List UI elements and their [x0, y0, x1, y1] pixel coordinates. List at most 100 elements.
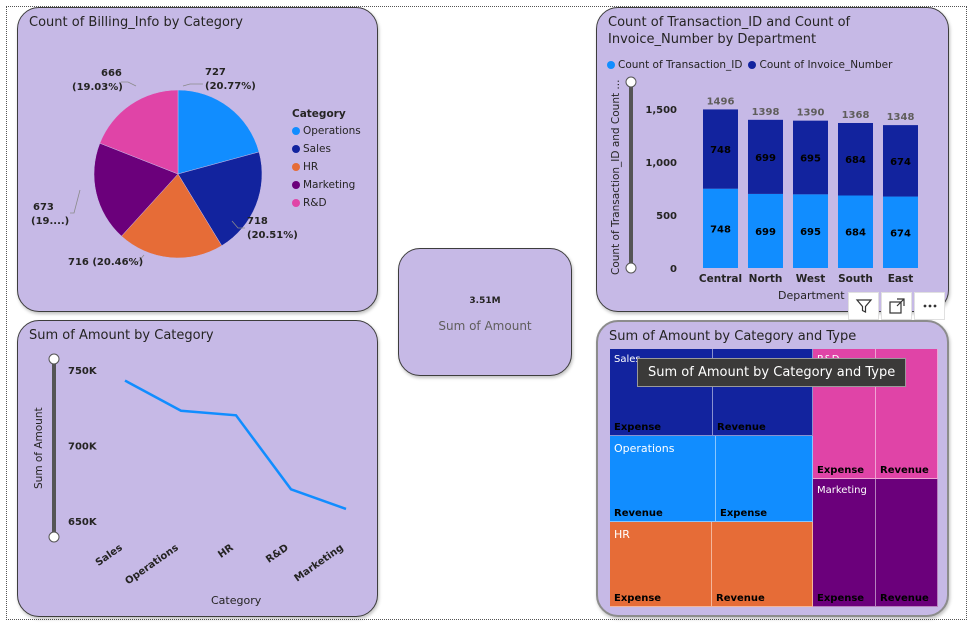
pie-slice-marketing[interactable] — [93, 142, 179, 237]
line-y-slider-handle-bottom[interactable] — [48, 531, 60, 543]
legend-marker — [607, 61, 615, 69]
bar-segment-transaction-id-east[interactable] — [883, 196, 918, 268]
treemap-cell-hr-expense[interactable]: HR Expense — [610, 522, 712, 607]
bar-data-label: 748 — [710, 145, 731, 156]
treemap-label: Revenue — [716, 593, 765, 604]
pie-slice-hr[interactable] — [121, 173, 223, 259]
kpi-card[interactable]: 3.51M Sum of Amount — [398, 248, 572, 376]
pie-legend-item-marketing[interactable]: Marketing — [292, 179, 361, 191]
legend-marker — [292, 199, 300, 207]
bar-legend-item-count-of-transaction-id[interactable]: Count of Transaction_ID — [607, 59, 742, 71]
pie-legend-item-operations[interactable]: Operations — [292, 125, 361, 137]
bar-x-axis-title: Department — [778, 289, 845, 302]
bar-segment-invoice-number-south[interactable] — [838, 122, 873, 196]
pie-label-rd-value: 666 — [101, 68, 122, 79]
bar-segment-invoice-number-central[interactable] — [703, 109, 738, 189]
line-y-tick-label: 700K — [68, 442, 98, 453]
bar-data-label: 684 — [845, 228, 866, 239]
bar-segment-transaction-id-north[interactable] — [748, 193, 783, 268]
bar-segment-invoice-number-north[interactable] — [748, 119, 783, 194]
bar-data-label: 699 — [755, 227, 776, 238]
pie-label-marketing-pct: (19....) — [31, 216, 69, 227]
treemap-label: Revenue — [717, 422, 766, 433]
pie-slice-operations[interactable] — [177, 89, 260, 175]
line-chart-title: Sum of Amount by Category — [29, 328, 214, 343]
filter-icon[interactable] — [848, 292, 879, 320]
bar-x-tick-central: Central — [699, 273, 742, 285]
line-x-tick-marketing: Marketing — [292, 542, 345, 584]
treemap-label: Expense — [614, 422, 662, 433]
bar-data-label: 684 — [845, 155, 866, 166]
focus-mode-icon[interactable] — [881, 292, 912, 320]
bar-segment-invoice-number-west[interactable] — [793, 120, 828, 195]
pie-slice-r-d[interactable] — [99, 89, 179, 175]
bar-segment-transaction-id-central[interactable] — [703, 188, 738, 268]
pie-legend-item-sales[interactable]: Sales — [292, 143, 361, 155]
bar-legend: Count of Transaction_ID Count of Invoice_… — [607, 59, 892, 71]
pie-label-hr: 716 (20.46%) — [68, 257, 143, 268]
treemap: Sales Expense Revenue Operations Revenue… — [610, 349, 938, 607]
pie-legend-item-hr[interactable]: HR — [292, 161, 361, 173]
treemap-label: Revenue — [880, 465, 929, 476]
bar-x-tick-west: West — [796, 273, 826, 285]
treemap-cell-marketing-expense[interactable]: Marketing Expense — [813, 479, 876, 607]
pie-label-operations-value: 727 — [205, 67, 226, 78]
legend-label: Sales — [303, 143, 331, 155]
treemap-label: Expense — [817, 465, 865, 476]
line-y-slider-handle-top[interactable] — [48, 353, 60, 365]
treemap-card[interactable]: Sum of Amount by Category and Type Sales… — [596, 320, 949, 617]
bar-data-label: 748 — [710, 224, 731, 235]
legend-marker — [292, 145, 300, 153]
kpi-value: 3.51M — [469, 296, 501, 306]
pie-chart-card[interactable]: Count of Billing_Info by Category 727 (2… — [17, 7, 378, 312]
treemap-cell-hr-revenue[interactable]: Revenue — [712, 522, 813, 607]
more-options-icon[interactable] — [914, 292, 945, 320]
line-x-tick-sales: Sales — [94, 542, 125, 568]
treemap-group-label-marketing: Marketing — [817, 485, 867, 496]
bar-total-label: 1398 — [752, 107, 780, 118]
bar-legend-item-count-of-invoice-number[interactable]: Count of Invoice_Number — [748, 59, 892, 71]
line-x-tick-r-d: R&D — [264, 542, 291, 565]
bar-total-label: 1390 — [797, 108, 825, 119]
pie-legend-item-r-d[interactable]: R&D — [292, 197, 361, 209]
bar-y-slider-handle-top[interactable] — [625, 76, 637, 88]
pie-chart-title: Count of Billing_Info by Category — [29, 15, 243, 30]
bar-total-label: 1496 — [707, 96, 735, 107]
pie-leader-lines — [70, 81, 245, 263]
legend-label: Operations — [303, 125, 361, 137]
bar-y-slider-handle-bottom[interactable] — [625, 262, 637, 274]
pie-legend: Category Operations Sales HR Marketing R&D — [292, 108, 361, 215]
line-x-tick-hr: HR — [216, 542, 236, 560]
line-chart-card[interactable]: Sum of Amount by Category Sum of Amount … — [17, 320, 378, 617]
bar-x-tick-south: South — [838, 273, 873, 285]
bar-data-label: 695 — [800, 227, 821, 238]
treemap-cell-operations-revenue[interactable]: Operations Revenue — [610, 436, 716, 522]
bar-segment-transaction-id-west[interactable] — [793, 194, 828, 268]
pie-chart: 727 (20.77%) 718 (20.51%) 716 (20.46%) 6… — [31, 67, 298, 268]
bar-y-tick-label: 1,000 — [645, 158, 677, 169]
treemap-cell-operations-expense[interactable]: Expense — [716, 436, 813, 522]
line-y-tick-label: 650K — [68, 517, 98, 528]
bar-segment-invoice-number-east[interactable] — [883, 125, 918, 197]
pie-legend-title: Category — [292, 108, 346, 120]
treemap-label: Expense — [817, 593, 865, 604]
bar-segment-transaction-id-south[interactable] — [838, 195, 873, 268]
treemap-group-label-sales: Sales — [614, 354, 641, 365]
legend-marker — [292, 127, 300, 135]
pie-slice-sales[interactable] — [177, 151, 263, 247]
line-x-axis-title: Category — [211, 594, 262, 607]
pie-label-marketing-value: 673 — [33, 202, 54, 213]
treemap-group-label-operations: Operations — [614, 442, 675, 455]
legend-label: Count of Invoice_Number — [759, 59, 893, 71]
bar-data-label: 699 — [755, 153, 776, 164]
pie-label-operations-pct: (20.77%) — [205, 81, 256, 92]
bar-y-tick-label: 1,500 — [645, 105, 677, 116]
treemap-tooltip: Sum of Amount by Category and Type — [637, 358, 907, 387]
pie-label-rd-pct: (19.03%) — [72, 82, 123, 93]
treemap-label: Revenue — [880, 593, 929, 604]
legend-label: Count of Transaction_ID — [618, 59, 743, 71]
treemap-cell-marketing-revenue[interactable]: Revenue — [876, 479, 938, 607]
bar-data-label: 674 — [890, 228, 911, 239]
bar-chart-card[interactable]: Count of Transaction_ID and Count of Inv… — [596, 7, 949, 312]
legend-marker — [292, 163, 300, 171]
